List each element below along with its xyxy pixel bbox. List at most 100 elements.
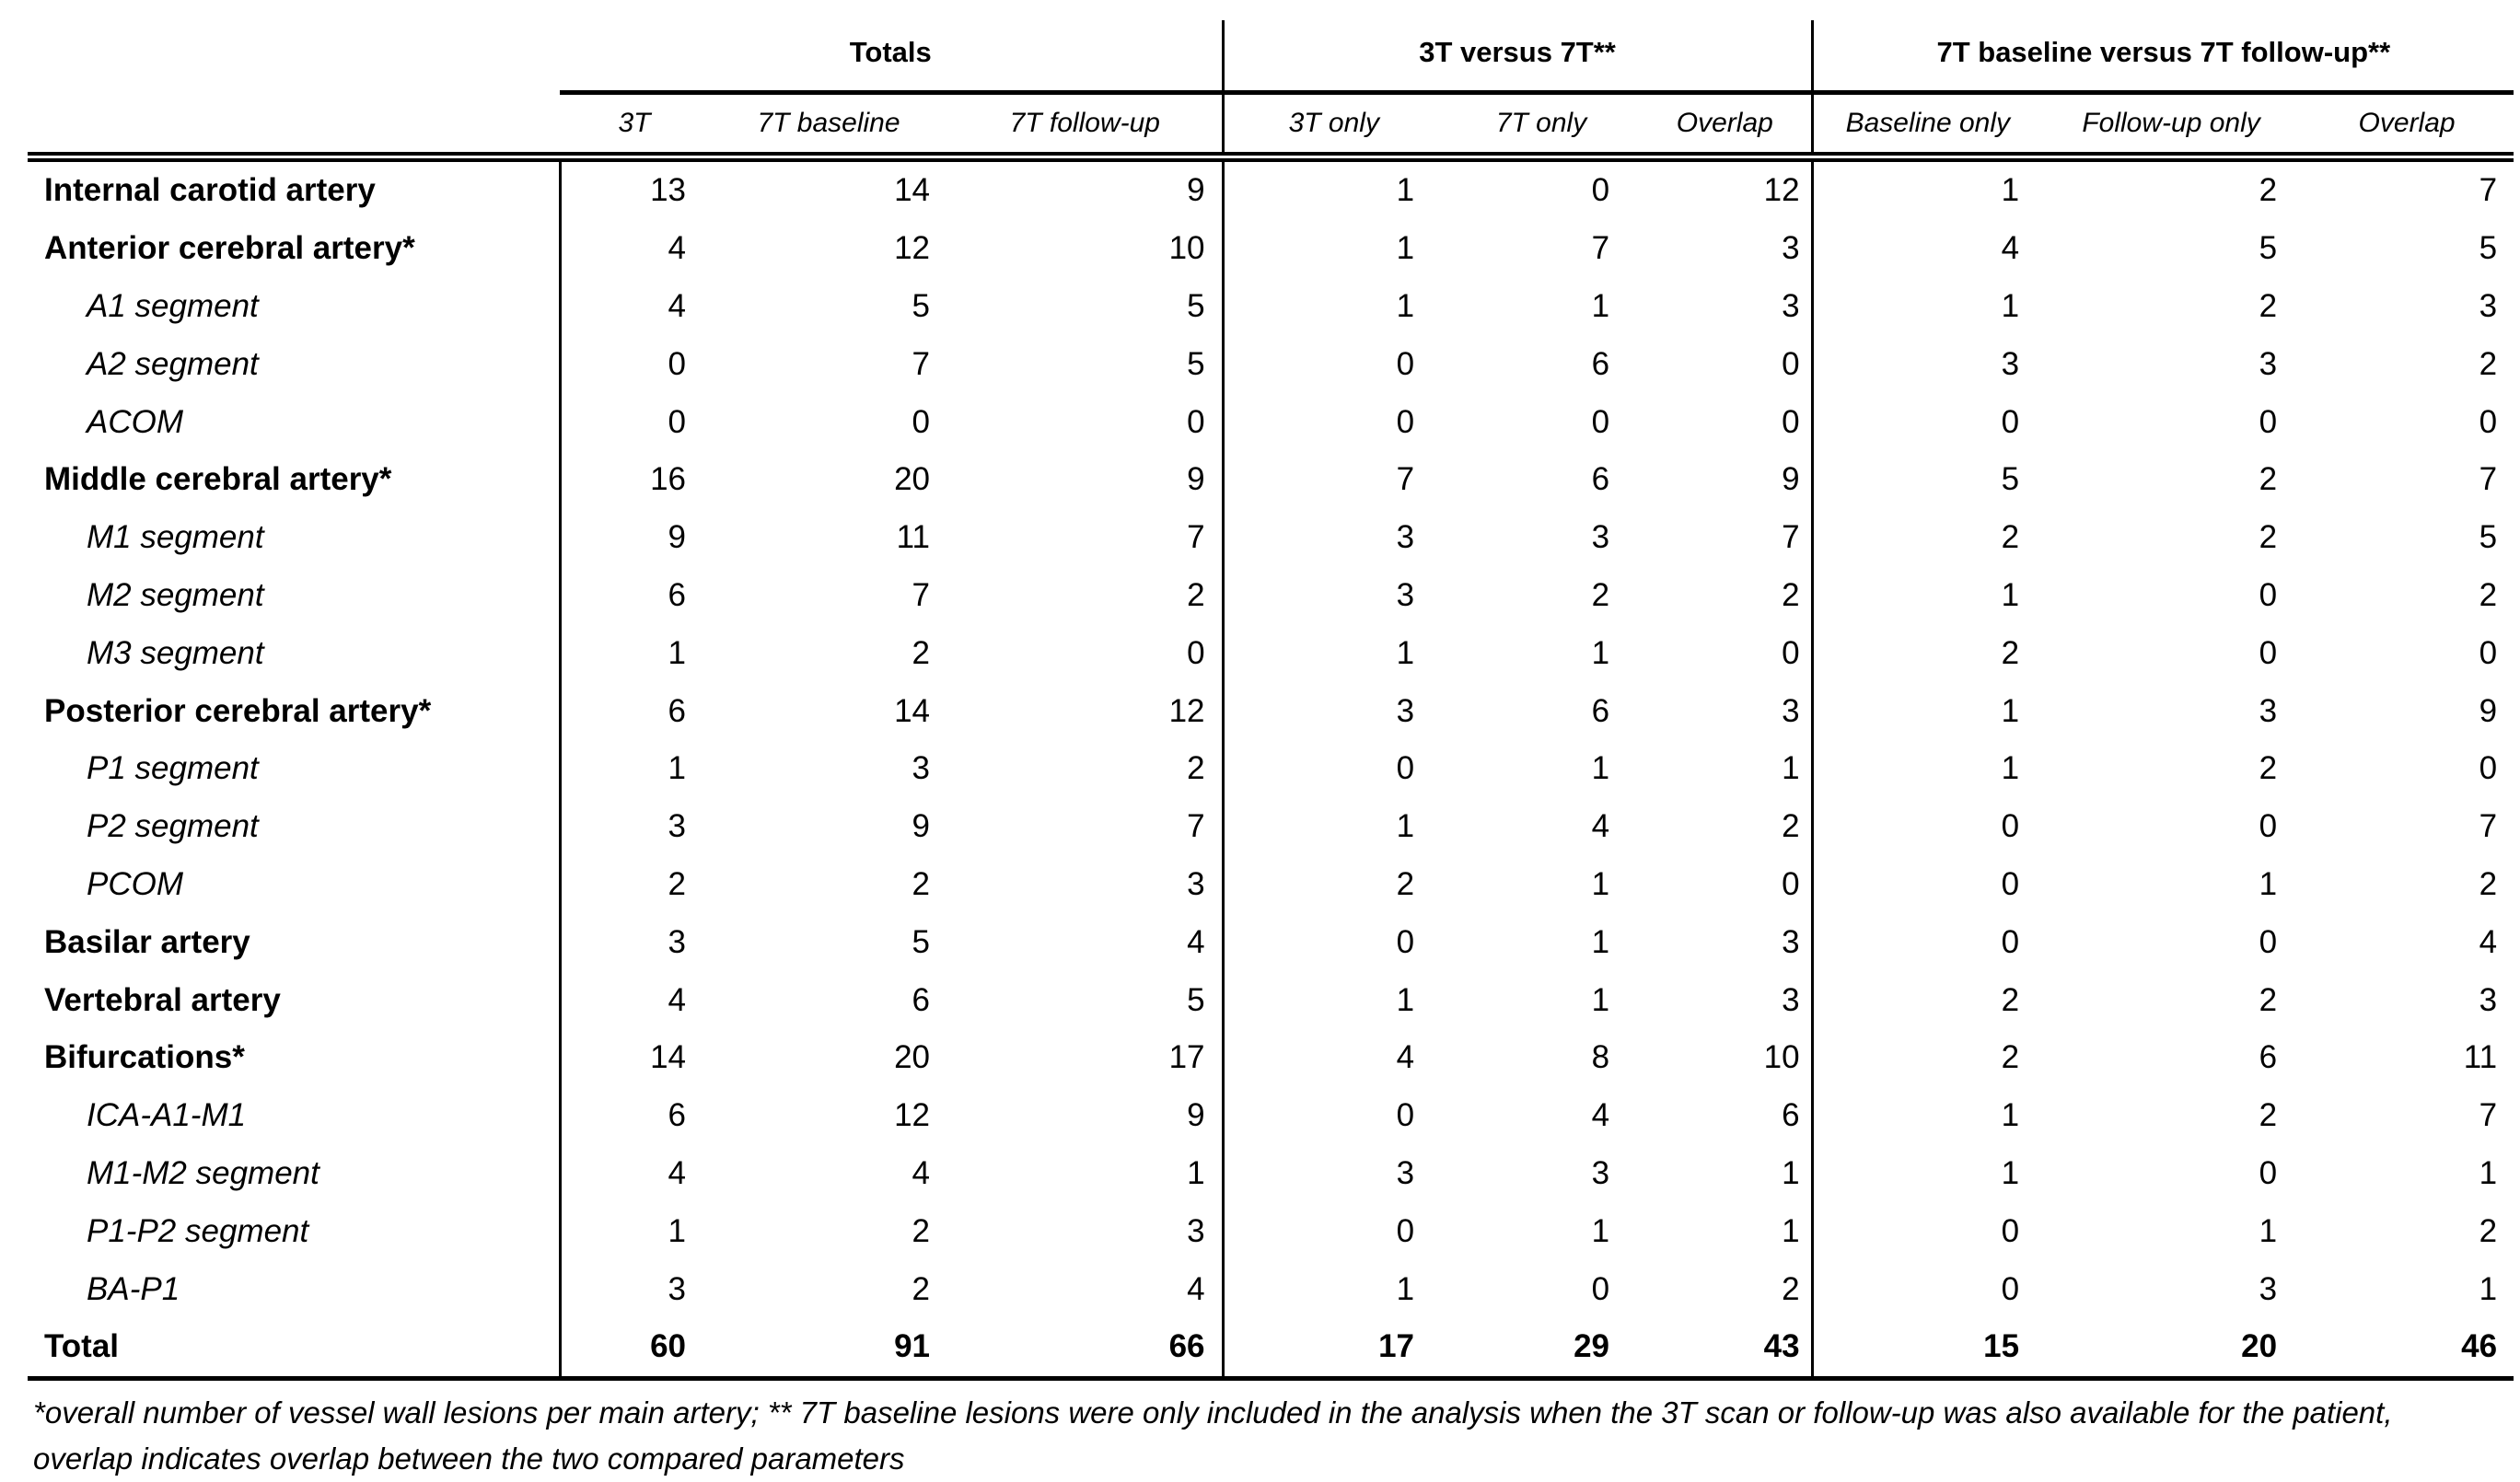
row-label: Anterior cerebral artery* bbox=[44, 230, 415, 267]
cell-value: 3 bbox=[2259, 692, 2278, 729]
cell-value: 2 bbox=[2259, 750, 2278, 787]
cell-value: 0 bbox=[1810, 393, 2043, 451]
cell-value: 0 bbox=[2479, 403, 2498, 440]
cell-value: 3 bbox=[1782, 287, 1800, 324]
row-label: P1 segment bbox=[87, 750, 259, 787]
cell-value: 1 bbox=[1810, 682, 2043, 740]
cell-value: 9 bbox=[912, 808, 930, 845]
cell-value: 7 bbox=[912, 345, 930, 382]
table-row: M2 segment 6 7 2 3 2 2 1 0 2 bbox=[28, 566, 2514, 625]
table-row: P1 segment 1 3 2 0 1 1 1 2 0 bbox=[28, 739, 2514, 798]
table-row: M3 segment 1 2 0 1 1 0 2 0 0 bbox=[28, 624, 2514, 683]
group-header-totals: Totals bbox=[560, 20, 1224, 95]
cell-value: 0 bbox=[2259, 576, 2278, 613]
cell-value: 2 bbox=[2479, 345, 2498, 382]
cell-value: 1 bbox=[1810, 156, 2043, 220]
cell-value: 60 bbox=[558, 1317, 709, 1381]
cell-value: 0 bbox=[2259, 923, 2278, 960]
cell-value: 6 bbox=[1591, 345, 1610, 382]
table-row: M1-M2 segment 4 4 1 3 3 1 1 0 1 bbox=[28, 1144, 2514, 1203]
cell-value: 2 bbox=[2259, 287, 2278, 324]
cell-value: 3 bbox=[1591, 1154, 1610, 1191]
lesion-table-sheet: Totals 3T versus 7T** 7T baseline versus… bbox=[28, 20, 2514, 1482]
cell-value: 2 bbox=[1221, 855, 1445, 914]
cell-value: 0 bbox=[1810, 855, 2043, 914]
row-label: M3 segment bbox=[87, 634, 264, 671]
cell-value: 2 bbox=[2479, 865, 2498, 902]
row-label: Posterior cerebral artery* bbox=[44, 692, 432, 729]
cell-value: 2 bbox=[2479, 576, 2498, 613]
table-row: A1 segment 4 5 5 1 1 3 1 2 3 bbox=[28, 277, 2514, 336]
cell-value: 9 bbox=[558, 508, 709, 567]
cell-value: 0 bbox=[1591, 1270, 1610, 1307]
cell-value: 9 bbox=[1782, 461, 1800, 498]
cell-value: 0 bbox=[1810, 1260, 2043, 1318]
cell-value: 4 bbox=[558, 1144, 709, 1203]
cell-value: 7 bbox=[1221, 450, 1445, 509]
cell-value: 2 bbox=[2259, 172, 2278, 209]
cell-value: 0 bbox=[1187, 634, 1205, 671]
cell-value: 4 bbox=[2479, 923, 2498, 960]
row-label: Middle cerebral artery* bbox=[44, 461, 392, 498]
table-header: Totals 3T versus 7T** 7T baseline versus… bbox=[28, 20, 2514, 162]
group-header-3t-vs-7t: 3T versus 7T** bbox=[1221, 20, 1813, 95]
cell-value: 0 bbox=[558, 335, 709, 394]
column-header-row: 3T 7T baseline 7T follow-up 3T only 7T o… bbox=[28, 92, 2514, 162]
cell-value: 1 bbox=[1221, 219, 1445, 278]
cell-value: 0 bbox=[1591, 403, 1610, 440]
col-header-7t-baseline: 7T baseline bbox=[709, 92, 948, 162]
lesion-count-table: Totals 3T versus 7T** 7T baseline versus… bbox=[28, 20, 2514, 1381]
cell-value: 0 bbox=[1810, 913, 2043, 972]
cell-value: 3 bbox=[1782, 692, 1800, 729]
cell-value: 1 bbox=[2259, 1212, 2278, 1249]
cell-value: 7 bbox=[2479, 172, 2498, 209]
table-body: Internal carotid artery 13 14 9 1 0 12 1… bbox=[28, 156, 2514, 1381]
cell-value: 0 bbox=[558, 393, 709, 451]
cell-value: 2 bbox=[1810, 971, 2043, 1029]
cell-value: 1 bbox=[2479, 1154, 2498, 1191]
table-row: Anterior cerebral artery* 4 12 10 1 7 3 … bbox=[28, 219, 2514, 278]
cell-value: 1 bbox=[558, 624, 709, 683]
cell-value: 3 bbox=[1782, 923, 1800, 960]
cell-value: 1 bbox=[1810, 1144, 2043, 1203]
table-row: Vertebral artery 4 6 5 1 1 3 2 2 3 bbox=[28, 971, 2514, 1029]
cell-value: 3 bbox=[558, 797, 709, 856]
cell-value: 4 bbox=[1810, 219, 2043, 278]
cell-value: 6 bbox=[558, 682, 709, 740]
cell-value: 1 bbox=[1591, 865, 1610, 902]
cell-value: 1 bbox=[1591, 634, 1610, 671]
col-header-3t-only: 3T only bbox=[1221, 92, 1445, 162]
cell-value: 3 bbox=[2259, 345, 2278, 382]
row-label: A1 segment bbox=[87, 287, 259, 324]
cell-value: 2 bbox=[1782, 1270, 1800, 1307]
cell-value: 3 bbox=[1221, 566, 1445, 625]
col-header-overlap-1: Overlap bbox=[1639, 92, 1813, 162]
cell-value: 2 bbox=[1810, 508, 2043, 567]
cell-value: 2 bbox=[912, 1212, 930, 1249]
cell-value: 7 bbox=[2479, 461, 2498, 498]
cell-value: 5 bbox=[1187, 981, 1205, 1018]
cell-value: 0 bbox=[1221, 1202, 1445, 1261]
table-row: A2 segment 0 7 5 0 6 0 3 3 2 bbox=[28, 335, 2514, 394]
row-label: Total bbox=[28, 1317, 560, 1381]
cell-value: 12 bbox=[1763, 172, 1800, 209]
cell-value: 7 bbox=[2479, 808, 2498, 845]
cell-value: 9 bbox=[1187, 1097, 1205, 1134]
cell-value: 1 bbox=[1591, 981, 1610, 1018]
cell-value: 2 bbox=[2259, 461, 2278, 498]
cell-value: 1 bbox=[2259, 865, 2278, 902]
cell-value: 1 bbox=[1810, 566, 2043, 625]
cell-value: 2 bbox=[558, 855, 709, 914]
cell-value: 6 bbox=[558, 566, 709, 625]
cell-value: 0 bbox=[1782, 865, 1800, 902]
cell-value: 1 bbox=[1782, 750, 1800, 787]
cell-value: 0 bbox=[2259, 808, 2278, 845]
cell-value: 1 bbox=[1221, 971, 1445, 1029]
cell-value: 0 bbox=[1810, 1202, 2043, 1261]
col-header-7t-only: 7T only bbox=[1444, 92, 1640, 162]
cell-value: 4 bbox=[558, 219, 709, 278]
cell-value: 29 bbox=[1444, 1317, 1640, 1381]
cell-value: 7 bbox=[1591, 230, 1610, 267]
table-row: Posterior cerebral artery* 6 14 12 3 6 3… bbox=[28, 682, 2514, 740]
